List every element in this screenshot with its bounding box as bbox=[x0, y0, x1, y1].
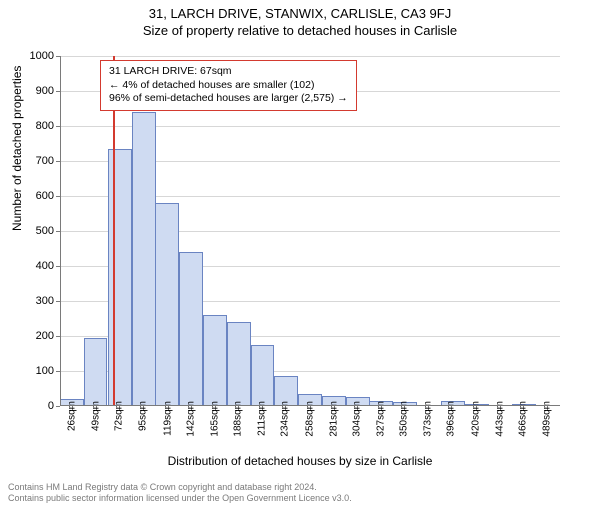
info-box: 31 LARCH DRIVE: 67sqm ← 4% of detached h… bbox=[100, 60, 357, 111]
y-tick-label: 600 bbox=[14, 190, 54, 202]
y-tick-label: 900 bbox=[14, 85, 54, 97]
y-tick-label: 400 bbox=[14, 260, 54, 272]
histogram-bar bbox=[84, 338, 108, 406]
chart-title: 31, LARCH DRIVE, STANWIX, CARLISLE, CA3 … bbox=[0, 6, 600, 21]
gridline bbox=[60, 56, 560, 57]
x-tick-label: 234sqm bbox=[280, 401, 291, 437]
histogram-bar bbox=[132, 112, 156, 406]
y-tick-label: 500 bbox=[14, 225, 54, 237]
x-tick-label: 420sqm bbox=[470, 401, 481, 437]
y-tick-label: 300 bbox=[14, 295, 54, 307]
y-tick-label: 0 bbox=[14, 400, 54, 412]
x-tick-label: 188sqm bbox=[233, 401, 244, 437]
x-tick-label: 304sqm bbox=[352, 401, 363, 437]
footer-attribution: Contains HM Land Registry data © Crown c… bbox=[8, 482, 352, 504]
info-line: 96% of semi-detached houses are larger (… bbox=[109, 92, 348, 106]
chart-container: 31, LARCH DRIVE, STANWIX, CARLISLE, CA3 … bbox=[0, 6, 600, 506]
y-tick-label: 800 bbox=[14, 120, 54, 132]
x-tick-label: 281sqm bbox=[328, 401, 339, 437]
x-tick-label: 142sqm bbox=[186, 401, 197, 437]
y-tick-label: 1000 bbox=[14, 50, 54, 62]
x-tick-label: 211sqm bbox=[256, 401, 267, 436]
x-tick-label: 443sqm bbox=[494, 401, 505, 437]
y-tick-mark bbox=[56, 406, 60, 407]
histogram-bar bbox=[179, 252, 203, 406]
plot-area: 0100200300400500600700800900100026sqm49s… bbox=[60, 56, 560, 406]
x-tick-label: 327sqm bbox=[375, 401, 386, 437]
y-tick-label: 700 bbox=[14, 155, 54, 167]
histogram-bar bbox=[227, 322, 251, 406]
footer-line: Contains public sector information licen… bbox=[8, 493, 352, 504]
x-axis-line bbox=[60, 405, 560, 406]
x-tick-label: 373sqm bbox=[422, 401, 433, 437]
x-tick-label: 258sqm bbox=[305, 401, 316, 437]
info-line: 31 LARCH DRIVE: 67sqm bbox=[109, 65, 348, 79]
x-tick-label: 396sqm bbox=[446, 401, 457, 437]
histogram-bar bbox=[108, 149, 132, 406]
histogram-bar bbox=[203, 315, 227, 406]
info-line: ← 4% of detached houses are smaller (102… bbox=[109, 79, 348, 93]
x-tick-label: 466sqm bbox=[518, 401, 529, 437]
histogram-bar bbox=[155, 203, 179, 406]
y-tick-label: 200 bbox=[14, 330, 54, 342]
x-tick-label: 165sqm bbox=[209, 401, 220, 437]
y-tick-label: 100 bbox=[14, 365, 54, 377]
x-tick-label: 119sqm bbox=[162, 401, 173, 436]
x-tick-label: 350sqm bbox=[399, 401, 410, 437]
x-tick-label: 489sqm bbox=[541, 401, 552, 437]
footer-line: Contains HM Land Registry data © Crown c… bbox=[8, 482, 352, 493]
chart-subtitle: Size of property relative to detached ho… bbox=[0, 23, 600, 38]
y-axis-line bbox=[60, 56, 61, 406]
x-axis-label: Distribution of detached houses by size … bbox=[0, 454, 600, 468]
histogram-bar bbox=[251, 345, 275, 406]
